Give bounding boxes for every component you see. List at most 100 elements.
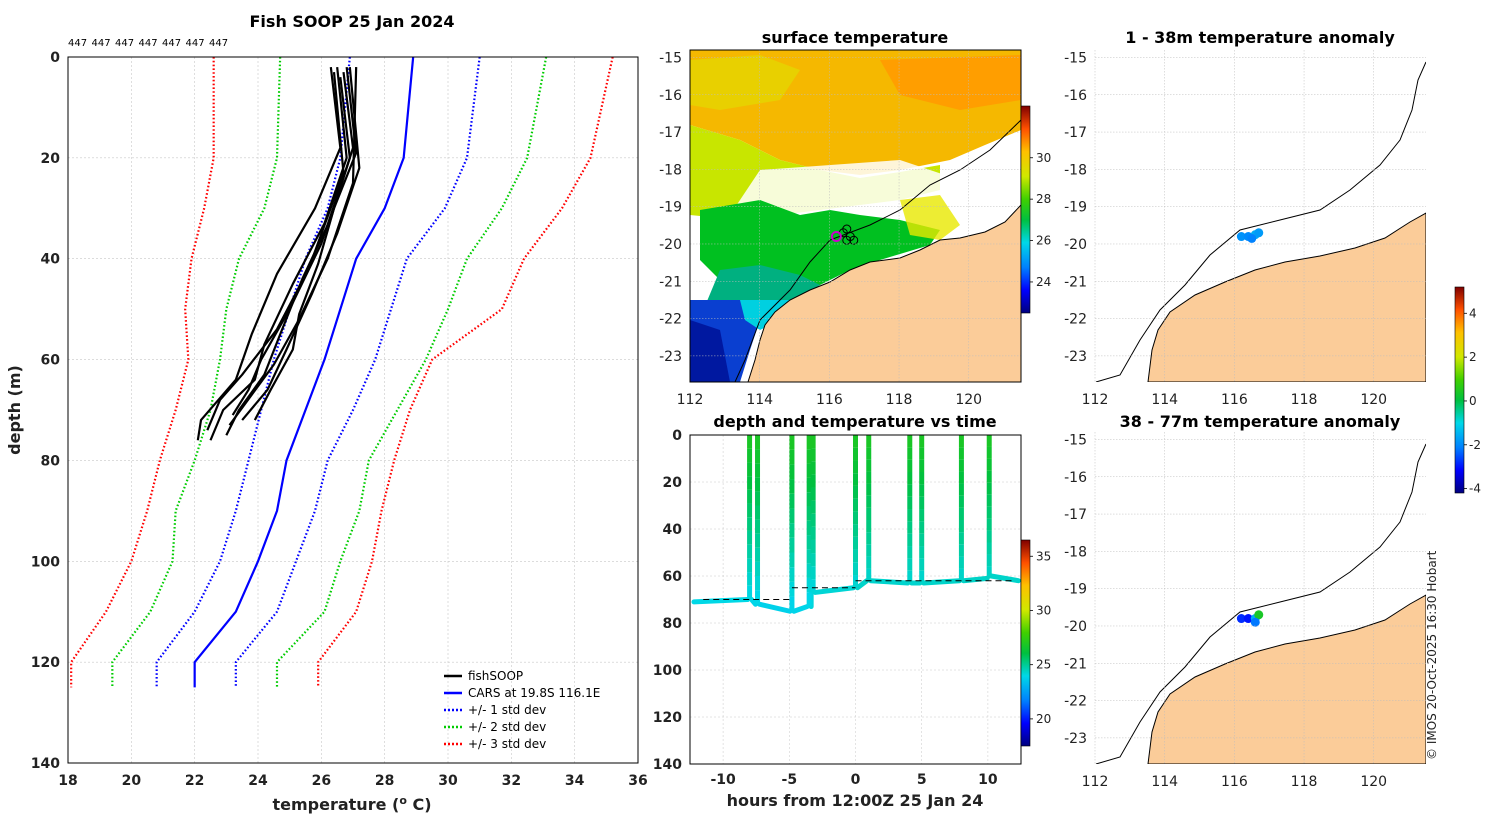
profile-ytick-label: 40 [41, 252, 61, 268]
time-ytick-label: 80 [663, 616, 683, 632]
surface-ticks: 112 114 116 118 120 -15 -16 -17 -18 -19 -20 -21 -22 -… [659, 50, 982, 408]
map-xtick-label: 116 [816, 392, 843, 408]
time-data [691, 435, 1021, 614]
surface-colorbar-label: 26 [1036, 234, 1051, 248]
time-xlabel: hours from 12:00Z 25 Jan 24 [727, 791, 984, 810]
map-ytick-label: -15 [659, 50, 682, 66]
bottom-segment [791, 604, 810, 614]
anomaly-point [1254, 610, 1264, 620]
anomaly-point [1236, 614, 1246, 624]
legend-label-3std: +/- 3 std dev [468, 737, 546, 751]
map-ytick-label: -19 [1064, 200, 1087, 216]
profile-series-line-6 [317, 56, 614, 688]
anomaly-colorbar-label: 2 [1469, 350, 1477, 364]
profile-xtick-label: 22 [185, 773, 204, 789]
profile-top-label: 447 [68, 38, 87, 49]
anomaly-colorbar-ticks: -4 -2 0 2 4 [1464, 306, 1481, 496]
time-colorbar [1020, 539, 1031, 747]
profile-xlabel: temperature (o C) [272, 794, 431, 814]
sst-yellow-patch [690, 55, 800, 110]
anomaly-colorbar [1454, 286, 1465, 494]
anomaly-colorbar-label: 4 [1469, 306, 1477, 320]
anomaly1-ticks: 112 114 116 118 120 -15 -16 -17 -18 -19 -20 -21 -22 -… [1064, 50, 1387, 408]
map-xtick-label: 112 [677, 392, 704, 408]
profile-xtick-label: 24 [248, 773, 268, 789]
profile-xtick-label: 18 [58, 773, 77, 789]
surface-map-layers [690, 50, 1021, 382]
anomaly-point [1236, 232, 1246, 242]
profile-top-label: 447 [209, 38, 228, 49]
map-ytick-label: -15 [1064, 50, 1087, 66]
time-colorbar-label: 25 [1036, 658, 1051, 672]
legend-label-2std: +/- 2 std dev [468, 720, 546, 734]
anomaly2-landmass [1147, 594, 1426, 764]
sst-yellow-edge [900, 195, 960, 240]
profile-xtick-label: 28 [375, 773, 394, 789]
anomaly-colorbar-label: -2 [1469, 438, 1481, 452]
profile-series-line-5 [70, 57, 215, 688]
surface-colorbar-label: 24 [1036, 275, 1051, 289]
fish-profile-line-7 [253, 66, 358, 421]
profile-xtick-label: 32 [502, 773, 521, 789]
profile-xtick-label: 26 [312, 773, 331, 789]
sst-coldest [690, 320, 730, 382]
anomaly-1-38m-panel: 112 114 116 118 120 -15 -16 -17 -18 -19 -20 -21 -22 -… [1064, 28, 1426, 408]
time-colorbar-label: 20 [1036, 712, 1051, 726]
profile-top-label: 447 [139, 38, 158, 49]
map-xtick-label: 120 [1360, 392, 1387, 408]
map-xtick-label: 120 [1360, 774, 1387, 790]
map-ytick-label: -23 [1064, 349, 1087, 365]
profile-top-label: 447 [162, 38, 181, 49]
map-ytick-label: -16 [1064, 470, 1087, 486]
map-ytick-label: -17 [1064, 507, 1087, 523]
time-xtick-label: -10 [710, 772, 736, 788]
anomaly1-map-layers [1095, 50, 1426, 382]
vessel-position-marker [849, 235, 859, 245]
map-xtick-label: 118 [1291, 392, 1318, 408]
vessel-position-marker [842, 224, 852, 234]
map-xtick-label: 118 [886, 392, 913, 408]
fish-profile-line-0 [196, 66, 342, 441]
profile-ytick-label: 120 [31, 655, 60, 671]
anomaly2-ticks: 112 114 116 118 120 -15 -16 -17 -18 -19 -20 -21 -22 -… [1064, 432, 1387, 790]
surface-grid [689, 50, 1021, 382]
profile-series-line-3 [111, 56, 282, 688]
map-xtick-label: 116 [1221, 392, 1248, 408]
bottom-segment [921, 578, 962, 586]
credit-text: © IMOS 20-Oct-2025 16:30 Hobart [1425, 550, 1439, 760]
map-ytick-label: -17 [659, 125, 682, 141]
sst-orange-patch [880, 55, 1021, 110]
map-ytick-label: -20 [1064, 237, 1087, 253]
surface-colorbar-label: 28 [1036, 192, 1051, 206]
map-xtick-label: 118 [1291, 774, 1318, 790]
anomaly2-points [1236, 610, 1264, 627]
profile-title: Fish SOOP 25 Jan 2024 [250, 12, 455, 31]
anomaly2-grid [1094, 432, 1426, 764]
map-ytick-label: -22 [1064, 694, 1087, 710]
map-ytick-label: -17 [1064, 125, 1087, 141]
map-ytick-label: -23 [659, 349, 682, 365]
bottom-segment [757, 601, 793, 614]
anomaly1-isobath [1095, 61, 1426, 382]
profile-lines [70, 56, 614, 688]
map-ytick-label: -16 [1064, 88, 1087, 104]
surface-isobath [690, 119, 1021, 382]
map-ytick-label: -18 [1064, 544, 1087, 560]
surface-vessel-track [830, 224, 859, 245]
anomaly1-points [1236, 228, 1264, 243]
bottom-segment [854, 578, 870, 591]
time-xtick-label: -5 [782, 772, 798, 788]
time-ytick-label: 60 [663, 569, 683, 585]
map-ytick-label: -15 [1064, 432, 1087, 448]
bottom-segment [988, 573, 1021, 584]
legend-label-fishsoop: fishSOOP [468, 669, 523, 683]
surface-colorbar [1020, 105, 1031, 314]
profile-top-labels: 447 447 447 447 447 447 447 [68, 38, 228, 49]
map-xtick-label: 114 [1151, 392, 1178, 408]
map-ytick-label: -19 [659, 200, 682, 216]
map-xtick-label: 114 [746, 392, 773, 408]
map-ytick-label: -16 [659, 88, 682, 104]
